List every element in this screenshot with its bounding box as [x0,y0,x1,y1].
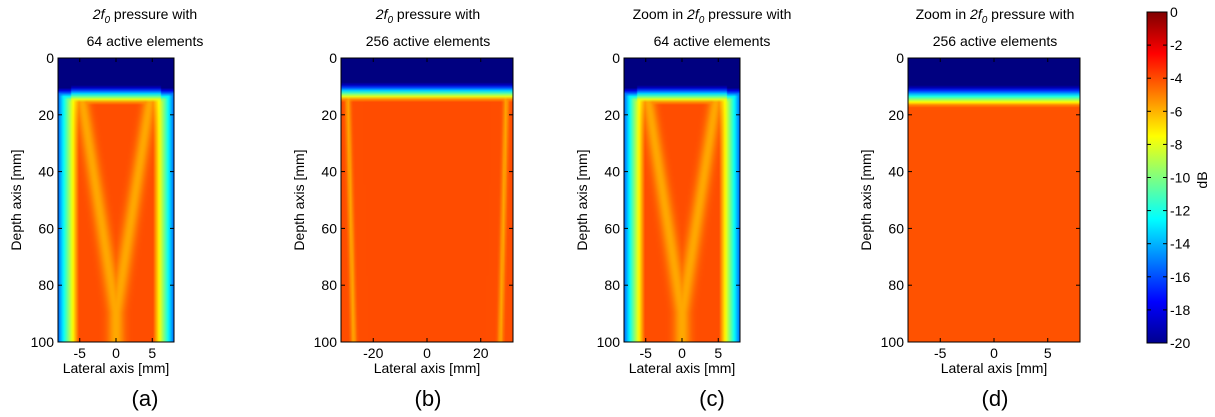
y-tick-label: 20 [604,107,620,123]
title-part: 2f [375,6,390,22]
panel-a: -5 0 5 0 20 40 60 80 100 Lateral axis [mm] Depth a… [8,6,203,411]
title-part: pressure with [987,6,1074,22]
panel-title: 2f0 pressure with [92,6,197,26]
y-tick-label: 80 [888,277,904,293]
panel-title-line2: 64 active elements [654,33,771,49]
y-tick-label: 60 [888,220,904,236]
panel-caption: (a) [132,386,159,411]
title-part: 0 [699,15,705,26]
title-part: 0 [104,15,110,26]
x-tick-label: 0 [678,345,686,361]
colorbar-tick-label: -10 [1170,170,1190,186]
x-tick-label: -5 [74,345,87,361]
y-axis-label: Depth axis [mm] [291,149,307,250]
y-axis-label: Depth axis [mm] [858,149,874,250]
y-tick-label: 100 [597,334,621,350]
title-part: pressure with [704,6,791,22]
panel-title: Zoom in 2f0 pressure with [633,6,792,26]
panel-title-line2: 256 active elements [933,33,1058,49]
colorbar-tick-label: -6 [1170,103,1183,119]
title-part: 2f [969,6,984,22]
x-tick-label: 5 [714,345,722,361]
x-axis-label: Lateral axis [mm] [63,360,170,376]
panel-caption: (b) [415,386,442,411]
y-tick-label: 80 [321,277,337,293]
y-tick-label: 80 [604,277,620,293]
colorbar-tick-label: -20 [1170,335,1190,351]
colorbar-tick-label: -2 [1170,37,1183,53]
title-part: pressure with [393,6,480,22]
colorbar-tick-label: 0 [1170,4,1178,20]
y-tick-label: 40 [321,164,337,180]
x-tick-label: -20 [363,345,383,361]
panel-title: 2f0 pressure with [375,6,480,26]
heatmap-image [908,58,1080,342]
title-part: 2f [92,6,107,22]
panel-title-line2: 256 active elements [366,33,491,49]
y-tick-label: 60 [38,220,54,236]
panel-caption: (c) [699,386,725,411]
colorbar-tick-label: -4 [1170,70,1183,86]
y-tick-label: 60 [321,220,337,236]
x-tick-label: 5 [148,345,156,361]
title-part: 0 [982,15,988,26]
panel-caption: (d) [982,386,1009,411]
x-axis-label: Lateral axis [mm] [941,360,1048,376]
colorbar-tick-label: -18 [1170,302,1190,318]
x-axis-label: Lateral axis [mm] [629,360,736,376]
y-tick-label: 40 [604,164,620,180]
panel-b: -20 0 20 0 20 40 60 80 100 Lateral axis [mm] Depth… [291,6,514,411]
x-tick-label: 0 [112,345,120,361]
y-tick-label: 40 [888,164,904,180]
y-tick-label: 100 [314,334,338,350]
heatmap-image [341,58,513,342]
colorbar-tick-label: -12 [1170,203,1190,219]
title-part: Zoom in [916,6,970,22]
colorbar: 0 -2 -4 -6 -8 -10 -12 -14 -16 -18 -20 dB [1146,4,1210,351]
y-tick-label: 0 [46,50,54,66]
x-tick-label: -5 [640,345,653,361]
y-tick-label: 20 [38,107,54,123]
heatmap-image [58,58,174,342]
colorbar-label: dB [1194,171,1210,188]
x-tick-label: 0 [990,345,998,361]
y-tick-label: 20 [888,107,904,123]
title-part: 2f [686,6,701,22]
title-part: pressure with [110,6,197,22]
y-tick-label: 40 [38,164,54,180]
x-tick-label: 20 [473,345,489,361]
colorbar-tick-label: -14 [1170,236,1190,252]
y-tick-label: 100 [881,334,905,350]
x-tick-label: 0 [423,345,431,361]
y-axis-label: Depth axis [mm] [8,149,24,250]
y-tick-label: 0 [612,50,620,66]
y-tick-label: 0 [329,50,337,66]
panel-d: -5 0 5 0 20 40 60 80 100 Lateral axis [mm] Depth a… [858,6,1081,411]
y-tick-label: 0 [896,50,904,66]
y-tick-label: 60 [604,220,620,236]
y-tick-label: 80 [38,277,54,293]
y-tick-label: 20 [321,107,337,123]
title-part: 0 [387,15,393,26]
panel-title-line2: 64 active elements [87,33,204,49]
y-tick-label: 100 [31,334,55,350]
colorbar-tick-label: -8 [1170,136,1183,152]
x-tick-label: 5 [1044,345,1052,361]
panel-c: -5 0 5 0 20 40 60 80 100 Lateral axis [mm] Depth a… [574,6,791,411]
colorbar-tick-label: -16 [1170,269,1190,285]
title-part: Zoom in [633,6,687,22]
x-tick-label: -5 [934,345,947,361]
panel-title: Zoom in 2f0 pressure with [916,6,1075,26]
heatmap-image [624,58,740,342]
y-axis-label: Depth axis [mm] [574,149,590,250]
x-axis-label: Lateral axis [mm] [374,360,481,376]
